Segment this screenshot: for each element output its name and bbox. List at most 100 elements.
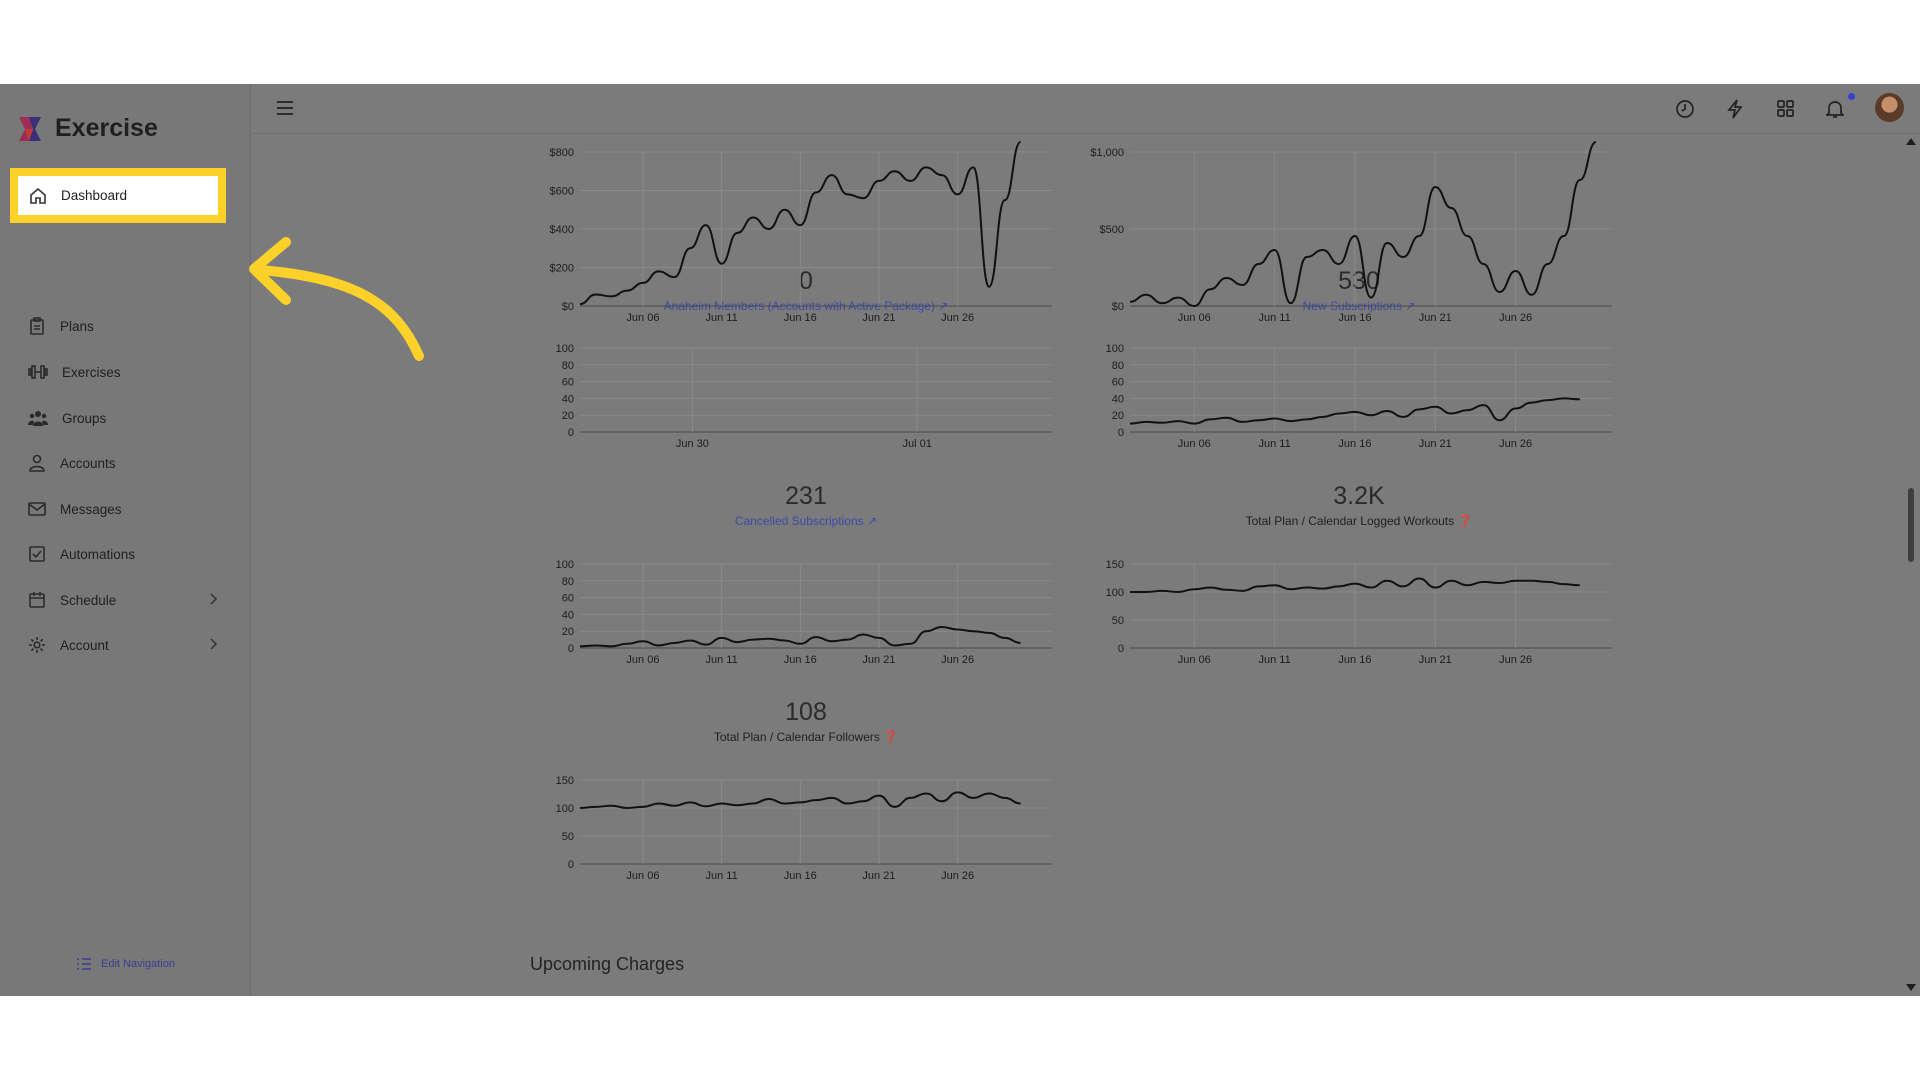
sidebar-item-plans[interactable]: Plans [28,308,218,344]
cancelled-subscriptions-chart: 0 20 40 60 80 100 Jun 06 Jun 11 Jun 16 Jun 21 Jun … [556,559,1052,666]
x-tick-label: Jun 11 [705,312,737,324]
apps-grid-icon[interactable] [1776,99,1795,118]
sidebar-item-exercises[interactable]: Exercises [28,354,218,390]
home-icon [30,187,46,204]
y-tick-label: $500 [1100,224,1124,236]
x-tick-label: Jun 11 [1258,654,1290,666]
x-tick-label: Jun 21 [862,654,895,666]
highlight-box: Dashboard [10,168,226,223]
sidebar-item-label: Groups [62,410,107,426]
sidebar-item-automations[interactable]: Automations [28,536,218,572]
menu-icon[interactable] [276,100,294,116]
series-line [579,791,1021,810]
edit-navigation-label: Edit Navigation [101,958,175,970]
x-tick-label: Jun 11 [1258,312,1290,324]
y-tick-label: 50 [1112,615,1124,627]
y-tick-label: 100 [556,343,574,355]
x-tick-label: Jun 11 [705,870,737,882]
logged-workouts-chart: 0 50 100 150 Jun 06 Jun 11 Jun 16 Jun 21 Jun 26 [1106,559,1612,666]
sidebar-item-label: Schedule [60,592,117,608]
x-tick-label: Jun 06 [1178,312,1211,324]
y-tick-label: 150 [1106,559,1124,571]
x-tick-label: Jun 06 [626,312,659,324]
x-tick-label: Jun 06 [1178,438,1211,450]
x-tick-label: Jun 16 [1338,312,1371,324]
sidebar-item-dashboard[interactable]: Dashboard [18,176,218,215]
x-tick-label: Jun 26 [1499,312,1532,324]
x-tick-label: Jun 06 [626,654,659,666]
y-tick-label: 100 [1106,343,1124,355]
metric-value: 3.2K [1333,482,1385,510]
series-line [579,625,1021,648]
help-icon[interactable]: ❓ [1457,514,1473,528]
y-tick-label: $400 [550,224,574,236]
scroll-up-arrow[interactable] [1906,138,1916,145]
y-tick-label: 0 [1118,643,1124,655]
x-tick-label: Jun 26 [941,870,974,882]
brand[interactable]: Exercise [17,114,158,143]
sidebar-item-label: Dashboard [61,188,128,203]
clock-icon[interactable] [1675,99,1695,119]
metric-value: 231 [785,482,827,510]
y-tick-label: $0 [562,301,574,313]
sidebar-item-accounts[interactable]: Accounts [28,445,218,481]
chevron-right-icon [210,593,218,605]
y-tick-label: 80 [562,576,574,588]
followers-chart: 0 50 100 150 Jun 06 Jun 11 Jun 16 Jun 21 Jun 26 [556,775,1052,882]
y-tick-label: 20 [562,410,574,422]
series-line [1129,141,1597,308]
clipboard-icon [30,317,44,335]
sidebar-item-groups[interactable]: Groups [28,400,218,436]
y-tick-label: 0 [568,643,574,655]
members-chart: 0 20 40 60 80 100 Jun 30 Jul 01 [556,343,1052,450]
metric-value: 108 [785,698,827,726]
series-line [579,141,1022,306]
y-tick-label: 40 [1112,393,1124,405]
y-tick-label: $1,000 [1090,147,1124,159]
revenue-chart-2: $0 $500 $1,000 Jun 06 Jun 11 Jun 16 Jun 21 Jun … [1090,141,1612,324]
y-tick-label: $800 [550,147,574,159]
edit-navigation-link[interactable]: Edit Navigation [76,957,175,971]
y-tick-label: 40 [562,609,574,621]
series-line [1129,577,1580,594]
logo-icon [19,116,41,141]
calendar-icon [29,592,45,608]
bell-icon[interactable] [1826,99,1844,119]
user-icon [29,454,45,472]
x-tick-label: Jun 26 [1499,438,1532,450]
notification-dot [1848,93,1855,100]
lightning-icon[interactable] [1726,99,1744,119]
y-tick-label: 100 [556,559,574,571]
sidebar-item-schedule[interactable]: Schedule [28,582,218,618]
x-tick-label: Jun 06 [626,870,659,882]
avatar[interactable] [1875,93,1904,122]
scrollbar-thumb[interactable] [1908,488,1914,562]
sidebar-item-label: Plans [60,318,94,334]
y-tick-label: 60 [1112,377,1124,389]
sidebar-item-account[interactable]: Account [28,627,218,663]
y-tick-label: 80 [1112,360,1124,372]
sidebar-item-label: Account [60,637,109,653]
pointer-arrow [249,237,424,361]
x-tick-label: Jun 11 [1258,438,1290,450]
y-tick-label: 60 [562,593,574,605]
metric-value: 530 [1338,267,1380,295]
revenue-chart: $0 $200 $400 $600 $800 Jun 06 Jun 11 Jun 16 Jun … [550,141,1052,324]
y-tick-label: 0 [1118,427,1124,439]
scroll-down-arrow[interactable] [1906,984,1916,991]
y-tick-label: 0 [568,427,574,439]
x-tick-label: Jun 16 [784,312,817,324]
y-tick-label: $600 [550,186,574,198]
envelope-icon [28,502,46,516]
chevron-right-icon [210,638,218,650]
metric-value: 0 [799,267,813,295]
y-tick-label: 20 [562,626,574,638]
y-tick-label: $0 [1112,301,1124,313]
help-icon[interactable]: ❓ [883,730,899,744]
x-tick-label: Jun 21 [1419,438,1452,450]
x-tick-label: Jun 16 [784,870,817,882]
x-tick-label: Jun 21 [862,312,895,324]
metric-link[interactable]: Cancelled Subscriptions ↗ [734,514,878,528]
sidebar-item-messages[interactable]: Messages [28,491,218,527]
metric-label: Total Plan / Calendar Followers ❓ [713,730,899,744]
